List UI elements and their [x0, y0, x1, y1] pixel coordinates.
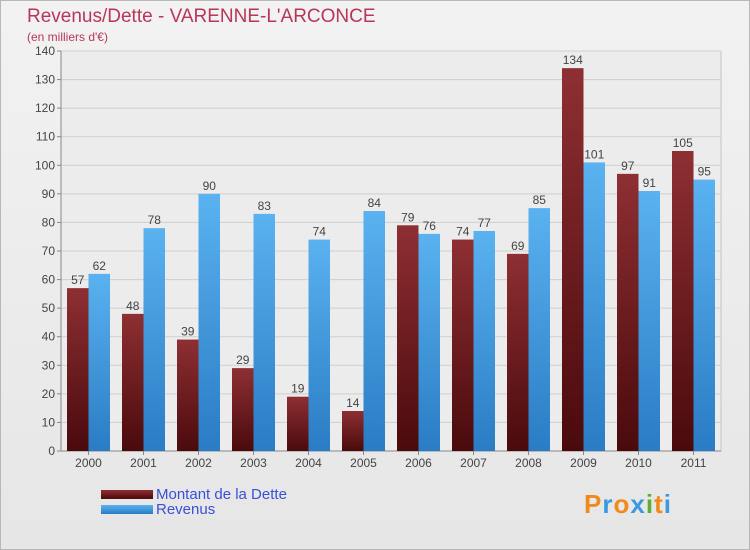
data-label: 105	[673, 136, 693, 150]
x-tick-label: 2000	[75, 456, 102, 470]
bar-dette-2007	[452, 239, 474, 451]
legend-swatch-debt	[101, 490, 153, 499]
data-label: 39	[181, 325, 195, 339]
bar-revenus-2007	[473, 231, 495, 451]
bar-dette-2001	[122, 313, 144, 451]
x-tick-label: 2010	[625, 456, 652, 470]
x-tick-label: 2004	[295, 456, 322, 470]
data-label: 74	[313, 225, 327, 239]
y-tick-label: 100	[35, 158, 55, 172]
x-tick-label: 2007	[460, 456, 487, 470]
y-tick-label: 10	[42, 415, 56, 429]
data-label: 76	[423, 219, 437, 233]
bar-revenus-2006	[418, 233, 440, 451]
bar-revenus-2008	[528, 208, 550, 451]
x-tick-label: 2003	[240, 456, 267, 470]
bar-revenus-2009	[583, 162, 605, 451]
y-tick-label: 140	[35, 44, 55, 58]
logo-letter: i	[663, 489, 672, 519]
bar-revenus-2010	[638, 191, 660, 451]
bar-dette-2006	[397, 225, 419, 451]
bar-revenus-2004	[308, 239, 330, 451]
data-label: 91	[643, 176, 657, 190]
x-tick-label: 2011	[681, 456, 707, 470]
data-labels: 57 62 48 78 39 90 29 83 19 74 14 84 79 76 74 77 69 85 134 1…	[71, 53, 711, 410]
y-tick-label: 90	[42, 187, 56, 201]
legend-swatch-revenus	[101, 505, 153, 514]
x-tick-label: 2008	[515, 456, 542, 470]
data-label: 85	[533, 193, 547, 207]
bar-dette-2003	[232, 368, 254, 451]
chart-title: Revenus/Dette - VARENNE-L'ARCONCE	[27, 6, 376, 27]
bar-revenus-2003	[253, 213, 275, 451]
x-tick-label: 2006	[405, 456, 432, 470]
legend-label-revenus: Revenus	[156, 501, 216, 518]
data-label: 134	[563, 53, 583, 67]
y-tick-label: 0	[48, 444, 55, 458]
x-tick-label: 2009	[570, 456, 597, 470]
y-tick-label: 120	[35, 101, 55, 115]
legend-label-debt: Montant de la Dette	[156, 486, 287, 503]
bar-dette-2008	[507, 253, 529, 451]
logo-letter: o	[613, 489, 631, 519]
logo-letter: r	[602, 489, 614, 519]
y-tick-label: 70	[42, 244, 56, 258]
y-tick-label: 80	[42, 215, 56, 229]
data-label: 83	[258, 199, 272, 213]
y-tick-label: 50	[42, 301, 56, 315]
data-label: 101	[584, 147, 604, 161]
data-label: 62	[93, 259, 107, 273]
data-label: 19	[291, 382, 305, 396]
data-label: 95	[698, 165, 712, 179]
bar-dette-2009	[562, 68, 584, 452]
y-tick-label: 30	[42, 358, 56, 372]
data-label: 84	[368, 196, 382, 210]
bar-dette-2005	[342, 411, 364, 451]
bar-dette-2000	[67, 288, 89, 451]
logo-letter: P	[584, 489, 603, 519]
data-label: 57	[71, 273, 85, 287]
data-label: 48	[126, 299, 140, 313]
data-label: 69	[511, 239, 525, 253]
proxiti-logo: Proxiti	[584, 489, 672, 520]
bar-revenus-2001	[143, 228, 165, 451]
data-label: 74	[456, 225, 470, 239]
y-tick-label: 60	[42, 273, 56, 287]
x-axis-ticks: 2000 2001 2002 2003 2004 2005 2006 2007 2008 2009…	[75, 451, 707, 470]
data-label: 14	[346, 396, 360, 410]
bar-revenus-2002	[198, 193, 220, 451]
y-tick-label: 110	[36, 130, 55, 144]
y-tick-label: 130	[35, 73, 55, 87]
bars	[67, 68, 715, 452]
x-tick-label: 2002	[185, 456, 212, 470]
bar-revenus-2000	[88, 273, 110, 451]
bar-dette-2010	[617, 173, 639, 451]
bar-dette-2004	[287, 396, 309, 451]
y-tick-label: 20	[42, 387, 56, 401]
bar-revenus-2005	[363, 211, 385, 451]
data-label: 78	[148, 213, 162, 227]
x-tick-label: 2005	[350, 456, 377, 470]
bar-chart: 0 10 20 30 40 50 60 70 80 90 100 110 120 130 140 57 62 4…	[35, 44, 722, 470]
bar-dette-2011	[672, 151, 694, 451]
bar-dette-2002	[177, 339, 199, 451]
y-axis-ticks: 0 10 20 30 40 50 60 70 80 90 100 110 120 130 140	[35, 44, 721, 458]
logo-letter: i	[645, 489, 655, 519]
gridlines	[61, 50, 721, 423]
data-label: 90	[203, 179, 217, 193]
x-tick-label: 2001	[130, 456, 157, 470]
data-label: 29	[236, 353, 250, 367]
logo-letter: x	[630, 489, 646, 519]
chart-subtitle: (en milliers d'€)	[27, 30, 108, 44]
data-label: 77	[478, 216, 492, 230]
logo-letter: t	[654, 489, 664, 519]
bar-revenus-2011	[693, 179, 715, 452]
y-tick-label: 40	[42, 330, 56, 344]
data-label: 97	[621, 159, 635, 173]
data-label: 79	[401, 210, 415, 224]
